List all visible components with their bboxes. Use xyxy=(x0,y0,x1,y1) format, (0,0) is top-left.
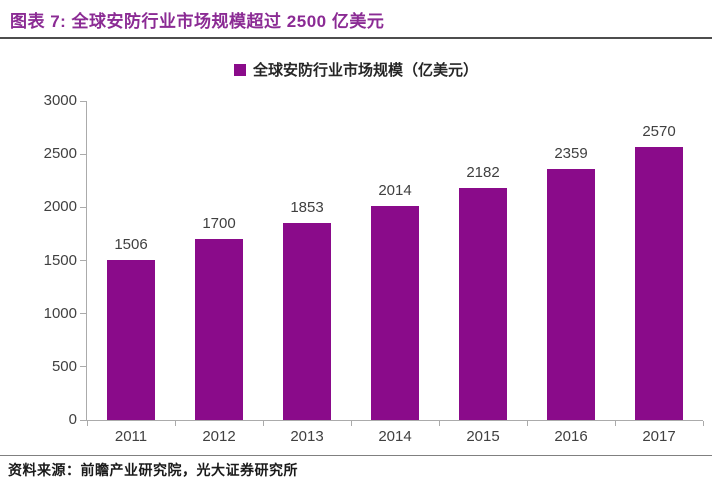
y-tick-mark xyxy=(80,260,87,261)
x-tick-mark xyxy=(86,421,88,426)
bar xyxy=(107,259,155,420)
y-tick-mark xyxy=(80,419,87,421)
bar-value-label: 1506 xyxy=(114,235,148,253)
x-tick-label: 2017 xyxy=(642,428,676,445)
legend-swatch-icon xyxy=(233,63,246,76)
y-tick-label: 1500 xyxy=(43,251,77,269)
x-tick-mark xyxy=(262,421,264,426)
y-tick-mark xyxy=(80,100,87,102)
bar xyxy=(459,187,507,420)
bar-value-label: 2182 xyxy=(466,163,500,181)
x-tick-label: 2014 xyxy=(378,428,412,445)
x-tick-label: 2011 xyxy=(114,428,148,445)
y-tick-label: 3000 xyxy=(43,92,77,109)
bar-value-label: 1700 xyxy=(202,215,236,233)
bar-value-label: 1853 xyxy=(290,198,324,216)
y-tick-mark xyxy=(80,366,87,368)
bar xyxy=(371,205,419,420)
bar xyxy=(635,146,683,420)
bar xyxy=(283,222,331,420)
x-tick-mark xyxy=(350,421,352,426)
x-tick-label: 2015 xyxy=(466,428,500,445)
x-tick-label: 2013 xyxy=(290,428,324,445)
x-tick-mark xyxy=(438,421,440,426)
y-tick-mark xyxy=(80,206,87,208)
bar-value-label: 2359 xyxy=(554,145,588,163)
x-tick-label: 2016 xyxy=(554,428,588,445)
x-tick-mark xyxy=(526,421,528,426)
x-tick-mark xyxy=(174,421,176,426)
y-tick-mark xyxy=(80,153,87,155)
bar xyxy=(547,169,595,420)
footer-divider xyxy=(0,455,712,456)
bar xyxy=(195,239,243,420)
x-tick-mark xyxy=(614,421,616,426)
source-note: 资料来源：前瞻产业研究院，光大证券研究所 xyxy=(8,462,298,478)
plot-area: 0 500 1000 1500 2000 2500 3000 1506 2011 1700 2012… xyxy=(44,93,704,445)
x-tick-label: 2012 xyxy=(202,428,236,445)
figure-title: 图表 7: 全球安防行业市场规模超过 2500 亿美元 xyxy=(10,12,385,31)
y-tick-label: 1000 xyxy=(43,304,77,322)
title-divider xyxy=(0,37,712,39)
y-tick-label: 2000 xyxy=(43,198,77,216)
x-tick-mark xyxy=(702,421,704,426)
y-tick-label: 2500 xyxy=(43,145,77,163)
chart-legend: 全球安防行业市场规模（亿美元） xyxy=(0,59,712,80)
legend-label: 全球安防行业市场规模（亿美元） xyxy=(252,62,478,79)
y-tick-label: 500 xyxy=(51,357,77,375)
y-tick-label: 0 xyxy=(68,411,77,428)
y-tick-mark xyxy=(80,313,87,315)
bar-value-label: 2014 xyxy=(378,181,412,199)
bar-value-label: 2570 xyxy=(642,122,676,140)
